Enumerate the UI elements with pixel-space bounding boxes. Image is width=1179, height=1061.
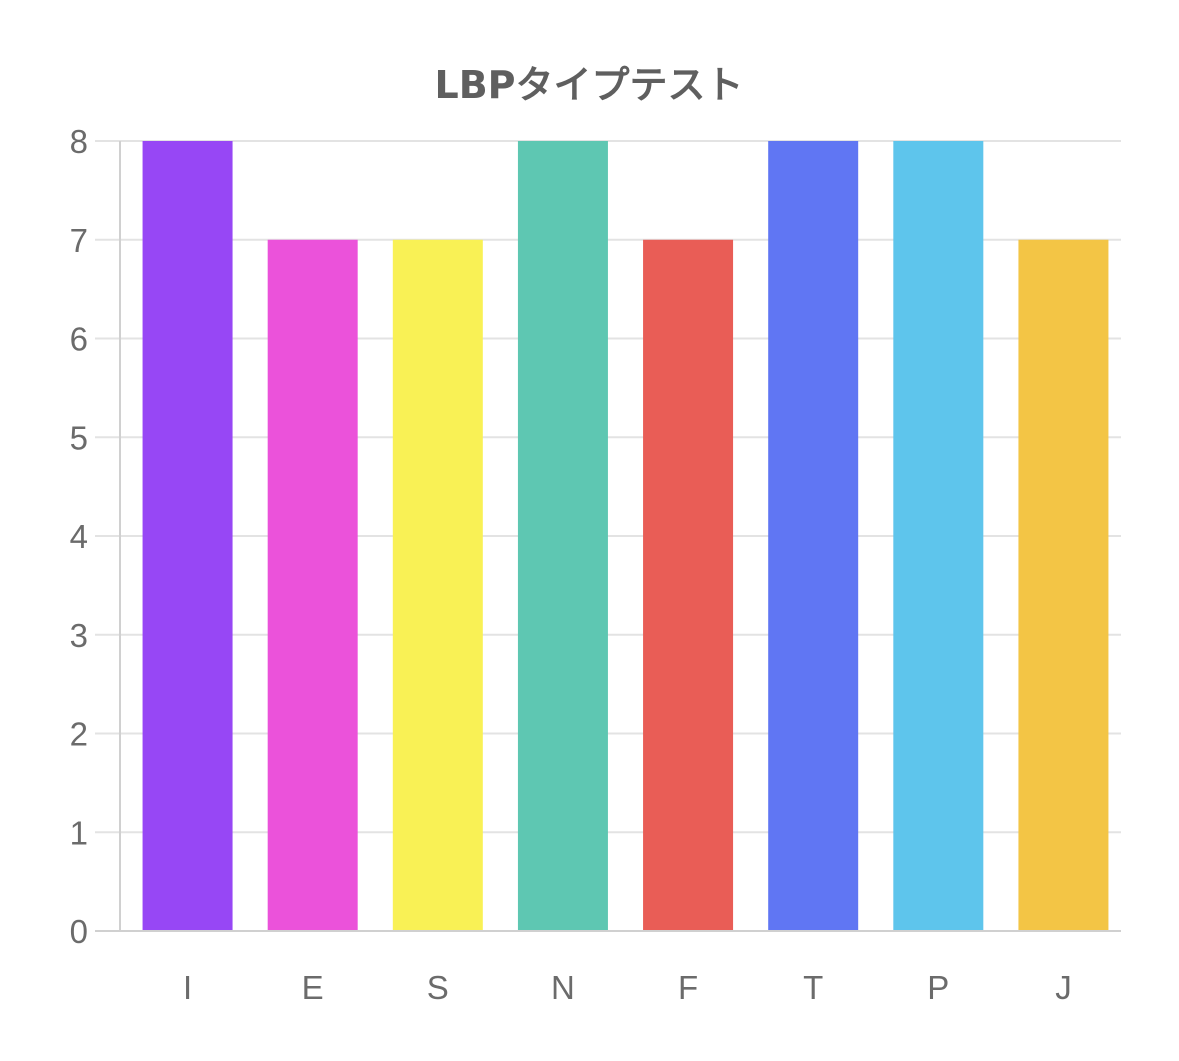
y-tick-label: 0	[70, 913, 88, 950]
bar-I	[142, 141, 233, 931]
x-tick-label: F	[678, 969, 698, 1006]
bar-P	[893, 141, 984, 931]
y-tick-label: 2	[70, 716, 88, 753]
x-tick-label: I	[183, 969, 192, 1006]
y-axis-tick-labels: 0 1 2 3 4 5 6 7 8	[70, 123, 88, 950]
bar-J	[1018, 239, 1109, 931]
x-tick-label: N	[551, 969, 575, 1006]
y-tick-label: 8	[70, 123, 88, 160]
x-tick-label: E	[302, 969, 324, 1006]
bar-N	[517, 141, 608, 931]
y-tick-label: 6	[70, 321, 88, 358]
bars	[142, 141, 1109, 931]
axes	[95, 141, 1121, 932]
x-tick-label: S	[427, 969, 449, 1006]
y-tick-label: 7	[70, 222, 88, 259]
bar-F	[643, 239, 734, 931]
y-tick-label: 5	[70, 419, 88, 456]
x-tick-label: P	[927, 969, 949, 1006]
y-tick-label: 3	[70, 617, 88, 654]
x-tick-label: T	[803, 969, 823, 1006]
gridlines	[95, 140, 1121, 834]
x-tick-label: J	[1055, 969, 1072, 1006]
y-tick-label: 1	[70, 814, 88, 851]
bar-T	[768, 141, 859, 931]
bar-E	[267, 239, 358, 931]
bar-S	[392, 239, 483, 931]
chart-title: LBPタイプテスト	[434, 63, 743, 107]
y-tick-label: 4	[70, 518, 88, 555]
